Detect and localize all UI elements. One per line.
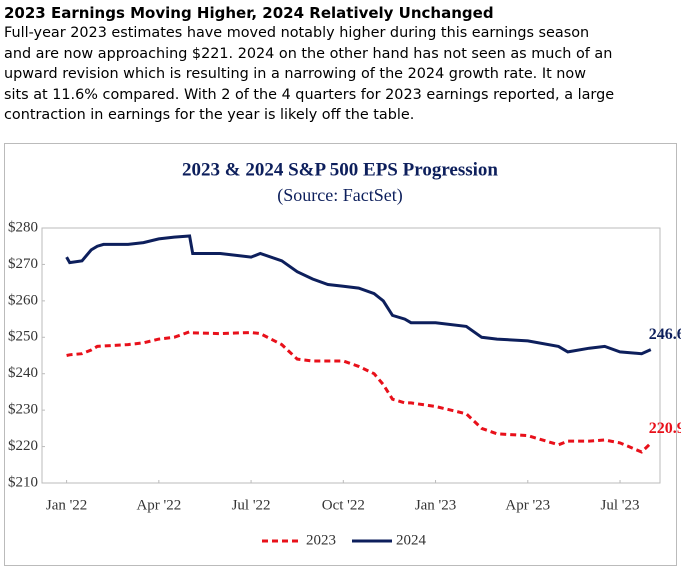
body: Full-year 2023 estimates have moved nota…: [4, 23, 679, 126]
x-tick-label: Oct '22: [322, 497, 365, 513]
x-tick-label: Jan '22: [46, 497, 87, 513]
x-tick-label: Apr '22: [136, 497, 181, 513]
x-tick-label: Jul '22: [232, 497, 271, 513]
y-tick-label: $230: [8, 402, 38, 418]
end-label: 220.92: [649, 420, 681, 437]
series-line: [66, 330, 652, 454]
chart-title: 2023 & 2024 S&P 500 EPS Progression: [182, 159, 498, 180]
y-tick-label: $260: [8, 292, 38, 308]
body-line: contraction in earnings for the year is …: [4, 107, 415, 123]
body-line: and are now approaching $221. 2024 on th…: [4, 45, 613, 62]
plot-frame: [41, 227, 661, 484]
legend-label: 2023: [306, 532, 336, 548]
body-line: sits at 11.6% compared. With 2 of the 4 …: [4, 86, 615, 103]
x-tick-label: Jul '23: [601, 497, 640, 513]
body-line: Full-year 2023 estimates have moved nota…: [4, 25, 590, 41]
body-line: upward revision which is resulting in a …: [4, 66, 586, 82]
y-tick-label: $210: [8, 474, 38, 490]
chart-subtitle: (Source: FactSet): [277, 185, 402, 206]
y-tick-label: $280: [8, 219, 38, 235]
heading: 2023 Earnings Moving Higher, 2024 Relati…: [4, 4, 494, 22]
y-tick-label: $250: [8, 329, 38, 345]
end-label: 246.63: [649, 326, 681, 343]
x-tick-label: Apr '23: [505, 497, 550, 513]
chart-frame: [4, 143, 677, 566]
series-line: [65, 234, 652, 356]
article: 2023 Earnings Moving Higher, 2024 Relati…: [4, 3, 679, 126]
y-tick-label: $270: [8, 256, 38, 272]
y-tick-label: $220: [8, 438, 38, 454]
y-tick-label: $240: [8, 365, 38, 381]
legend-label: 2024: [396, 532, 427, 548]
x-tick-label: Jan '23: [415, 497, 456, 513]
